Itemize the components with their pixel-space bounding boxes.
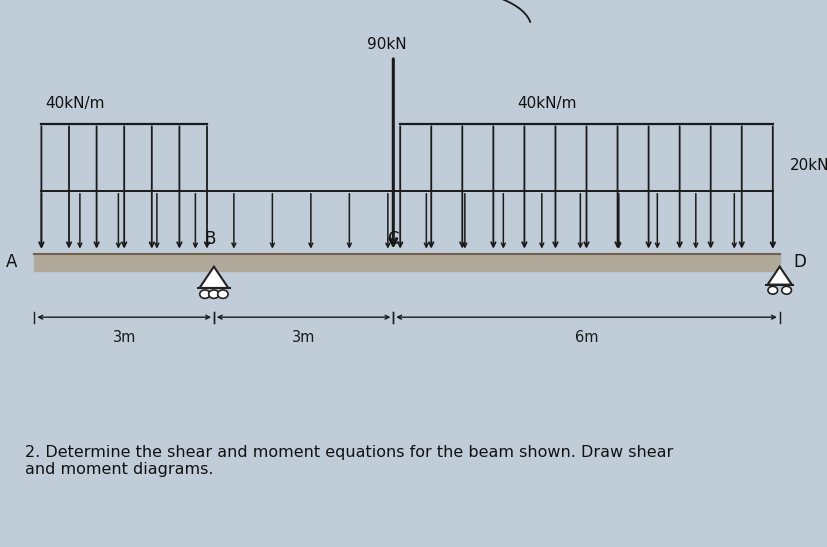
Text: 3m: 3m bbox=[112, 329, 136, 345]
Polygon shape bbox=[767, 267, 791, 284]
Circle shape bbox=[199, 290, 210, 298]
Text: 90kN: 90kN bbox=[366, 37, 406, 51]
Text: C: C bbox=[387, 230, 399, 248]
Circle shape bbox=[208, 290, 219, 298]
Text: 3m: 3m bbox=[292, 329, 315, 345]
Bar bbox=[35, 254, 779, 271]
Text: A: A bbox=[6, 253, 17, 271]
Text: 20kN/m: 20kN/m bbox=[789, 158, 827, 173]
Circle shape bbox=[218, 290, 227, 298]
Circle shape bbox=[781, 286, 791, 294]
Text: D: D bbox=[792, 253, 805, 271]
Text: 40kN/m: 40kN/m bbox=[45, 96, 104, 111]
Polygon shape bbox=[199, 267, 228, 288]
Text: 40kN/m: 40kN/m bbox=[517, 96, 576, 111]
Circle shape bbox=[767, 286, 777, 294]
Text: B: B bbox=[204, 230, 216, 248]
Text: 6m: 6m bbox=[574, 329, 598, 345]
Text: 2. Determine the shear and moment equations for the beam shown. Draw shear
and m: 2. Determine the shear and moment equati… bbox=[25, 445, 672, 477]
